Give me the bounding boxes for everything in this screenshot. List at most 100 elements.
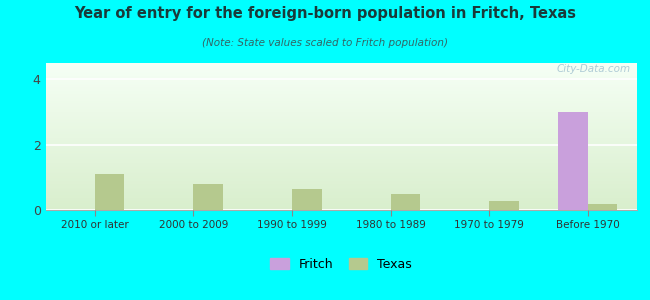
Bar xyxy=(489,201,519,210)
Bar xyxy=(46,123,637,125)
Bar xyxy=(46,138,637,140)
Bar xyxy=(46,86,637,88)
Bar xyxy=(95,174,124,210)
Bar xyxy=(46,129,637,130)
Bar xyxy=(46,120,637,122)
Bar xyxy=(588,204,618,210)
Bar xyxy=(46,191,637,192)
Bar xyxy=(46,200,637,201)
Bar xyxy=(46,69,637,70)
Bar xyxy=(46,181,637,182)
Bar xyxy=(46,167,637,169)
Bar xyxy=(46,178,637,179)
Bar xyxy=(46,154,637,156)
Bar xyxy=(46,164,637,166)
Bar xyxy=(46,109,637,110)
Bar xyxy=(46,112,637,113)
Bar xyxy=(46,113,637,115)
Bar xyxy=(46,116,637,117)
Bar xyxy=(46,201,637,203)
Bar xyxy=(46,185,637,187)
Bar xyxy=(46,106,637,107)
Bar xyxy=(558,112,588,210)
Bar xyxy=(46,119,637,120)
Bar xyxy=(46,169,637,170)
Bar xyxy=(46,85,637,86)
Bar xyxy=(46,125,637,126)
Bar xyxy=(46,158,637,160)
Bar xyxy=(46,100,637,101)
Bar xyxy=(46,172,637,173)
Bar xyxy=(46,82,637,84)
Bar xyxy=(46,76,637,78)
Bar xyxy=(46,101,637,103)
Bar xyxy=(46,84,637,85)
Bar xyxy=(46,117,637,119)
Bar xyxy=(46,126,637,128)
Bar xyxy=(46,170,637,172)
Bar xyxy=(46,92,637,94)
Bar xyxy=(46,107,637,109)
Bar xyxy=(46,89,637,91)
Bar xyxy=(46,142,637,144)
Bar xyxy=(46,66,637,68)
Text: Year of entry for the foreign-born population in Fritch, Texas: Year of entry for the foreign-born popul… xyxy=(74,6,576,21)
Bar xyxy=(46,160,637,161)
Bar xyxy=(46,188,637,189)
Bar xyxy=(46,95,637,97)
Bar xyxy=(46,157,637,158)
Bar xyxy=(46,115,637,116)
Bar xyxy=(46,97,637,98)
Bar xyxy=(46,147,637,148)
Bar xyxy=(46,204,637,206)
Bar xyxy=(46,163,637,164)
Bar xyxy=(46,197,637,198)
Bar xyxy=(46,94,637,95)
Bar xyxy=(46,156,637,157)
Bar xyxy=(46,148,637,150)
Bar xyxy=(292,189,322,210)
Bar xyxy=(46,173,637,175)
Bar xyxy=(46,182,637,184)
Text: (Note: State values scaled to Fritch population): (Note: State values scaled to Fritch pop… xyxy=(202,38,448,47)
Bar xyxy=(46,98,637,100)
Bar xyxy=(46,145,637,147)
Bar xyxy=(46,132,637,134)
Bar xyxy=(46,203,637,204)
Bar xyxy=(46,144,637,145)
Bar xyxy=(46,192,637,194)
Bar xyxy=(46,195,637,197)
Bar xyxy=(46,198,637,200)
Bar xyxy=(46,208,637,210)
Bar xyxy=(46,73,637,75)
Bar xyxy=(46,110,637,112)
Bar xyxy=(46,68,637,69)
Bar xyxy=(46,151,637,153)
Bar xyxy=(46,91,637,92)
Bar xyxy=(46,81,637,82)
Bar xyxy=(46,104,637,106)
Bar xyxy=(46,153,637,154)
Bar xyxy=(46,207,637,208)
Bar xyxy=(46,184,637,185)
Bar xyxy=(46,179,637,181)
Bar xyxy=(46,103,637,104)
Bar xyxy=(46,187,637,188)
Bar xyxy=(46,189,637,191)
Bar xyxy=(46,140,637,141)
Bar xyxy=(46,78,637,79)
Bar xyxy=(194,184,223,210)
Bar xyxy=(46,122,637,123)
Bar xyxy=(46,150,637,151)
Bar xyxy=(46,166,637,167)
Bar xyxy=(46,63,637,64)
Bar xyxy=(46,136,637,138)
Bar xyxy=(46,79,637,81)
Bar xyxy=(46,176,637,178)
Bar xyxy=(46,135,637,136)
Text: City-Data.com: City-Data.com xyxy=(557,64,631,74)
Bar xyxy=(46,88,637,89)
Bar xyxy=(46,161,637,163)
Bar xyxy=(391,194,420,210)
Bar xyxy=(46,128,637,129)
